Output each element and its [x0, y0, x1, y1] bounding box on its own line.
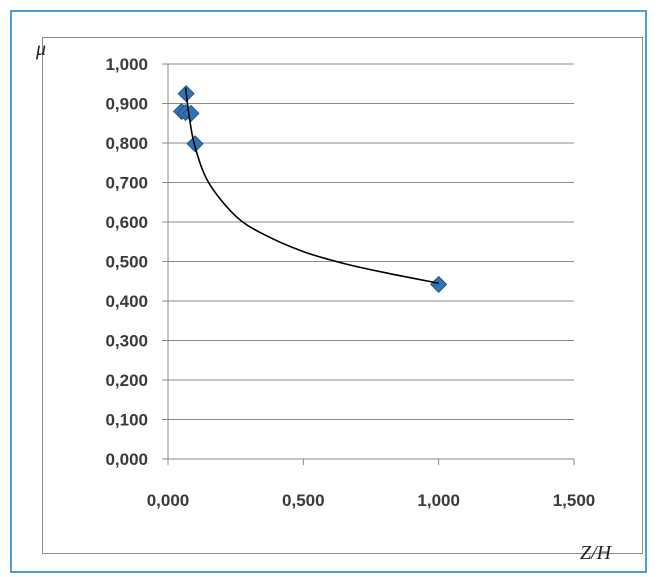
x-tick-label: 1,500 — [553, 491, 596, 510]
y-tick-label: 0,600 — [105, 213, 148, 232]
y-tick-label: 0,900 — [105, 95, 148, 114]
y-tick-label: 0,100 — [105, 411, 148, 430]
data-point-marker — [182, 104, 200, 122]
y-tick-label: 0,800 — [105, 134, 148, 153]
data-point-marker — [186, 135, 204, 153]
y-tick-label: 0,000 — [105, 450, 148, 469]
x-tick-label: 0,500 — [282, 491, 325, 510]
x-tick-label: 1,000 — [417, 491, 460, 510]
y-tick-label: 0,500 — [105, 253, 148, 272]
x-tick-label: 0,000 — [147, 491, 190, 510]
y-tick-label: 0,300 — [105, 332, 148, 351]
data-point-marker — [430, 275, 448, 293]
y-tick-label: 0,200 — [105, 371, 148, 390]
chart-area-border — [42, 37, 643, 554]
y-tick-label: 0,400 — [105, 292, 148, 311]
trendline — [184, 87, 439, 285]
y-tick-label: 0,700 — [105, 174, 148, 193]
y-axis-title: μ — [35, 38, 46, 60]
y-tick-label: 1,000 — [105, 55, 148, 74]
x-axis-title: Z/H — [580, 542, 613, 564]
